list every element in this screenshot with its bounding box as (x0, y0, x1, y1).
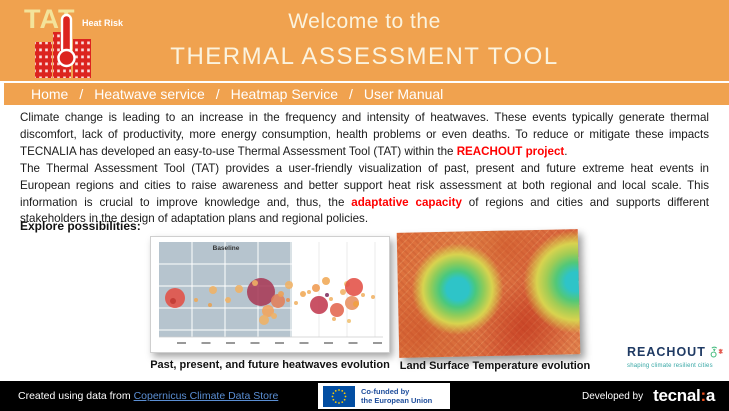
nav-item-heatmap-service[interactable]: Heatmap Service (230, 86, 339, 102)
nav-item-user-manual[interactable]: User Manual (363, 86, 444, 102)
tecnalia-logo: tecnal:a (653, 386, 715, 406)
tat-logo: TAT (10, 2, 140, 80)
nav-separator: / (79, 86, 84, 102)
eu-flag-icon (323, 385, 355, 407)
reachout-logo-icon (710, 346, 723, 358)
page-title: Welcome to the THERMAL ASSESSMENT TOOL (0, 10, 729, 71)
eu-funding-logo: Co-funded by the European Union (318, 383, 450, 409)
nav-separator: / (215, 86, 220, 102)
data-credit: Created using data from Copernicus Clima… (18, 390, 278, 402)
land-surface-temperature-figure[interactable] (396, 229, 581, 358)
footer: Created using data from Copernicus Clima… (0, 381, 729, 411)
intro-paragraph: Climate change is leading to an increase… (20, 110, 709, 160)
bubble-group (165, 277, 375, 325)
buildings-thermometer-icon (35, 13, 91, 78)
developed-by-label: Developed by (581, 390, 644, 402)
tat-logo-tagline: Heat Risk (82, 18, 124, 28)
header: TAT (0, 0, 729, 81)
reachout-project-highlight: REACHOUT project (456, 144, 565, 158)
eu-funding-text: Co-funded by the European Union (361, 387, 432, 405)
reachout-logo: REACHOUT shaping climate resilient citie… (627, 345, 723, 369)
nav-item-heatwave-service[interactable]: Heatwave service (94, 86, 205, 102)
x-axis-ticks (177, 342, 382, 344)
adaptative-capacity-highlight: adaptative capacity (351, 195, 462, 209)
explore-possibilities-label: Explore possibilities: (20, 219, 141, 233)
main-nav: Home / Heatwave service / Heatmap Servic… (0, 81, 729, 105)
tecnalia-logo-colon: : (700, 386, 706, 405)
page-title-line1: Welcome to the (288, 10, 441, 33)
nav-item-home[interactable]: Home (31, 86, 69, 102)
tool-description-text: The Thermal Assessment Tool (TAT) provid… (20, 162, 709, 209)
eu-funding-line1: Co-funded by (361, 387, 410, 396)
tool-description-paragraph: The Thermal Assessment Tool (TAT) provid… (20, 161, 709, 228)
intro-paragraph-text: Climate change is leading to an increase… (20, 111, 709, 158)
credit-text: Created using data from (18, 390, 134, 402)
tecnalia-logo-part2: a (705, 386, 715, 405)
intro-paragraph-end: . (564, 144, 568, 158)
nav-separator: / (349, 86, 353, 102)
copernicus-link[interactable]: Copernicus Climate Data Store (133, 390, 279, 402)
page-title-line2: THERMAL ASSESSMENT TOOL (170, 43, 559, 70)
reachout-logo-name: REACHOUT (627, 345, 706, 359)
reachout-logo-tagline: shaping climate resilient cities (627, 363, 713, 369)
bubble-chart-title: Baseline (213, 245, 240, 252)
developer-credit: Developed by tecnal:a (582, 386, 715, 406)
heatwave-evolution-figure[interactable]: Baseline (150, 236, 390, 353)
eu-funding-line2: the European Union (361, 396, 433, 405)
heatwave-figure-caption: Past, present, and future heatwaves evol… (150, 359, 390, 371)
lst-figure-caption: Land Surface Temperature evolution (399, 360, 591, 372)
tecnalia-logo-part1: tecnal (653, 386, 701, 405)
heatwave-bubble-svg: Baseline (159, 242, 383, 344)
tool-description-end: of regions and cities and supports diffe… (20, 195, 710, 226)
